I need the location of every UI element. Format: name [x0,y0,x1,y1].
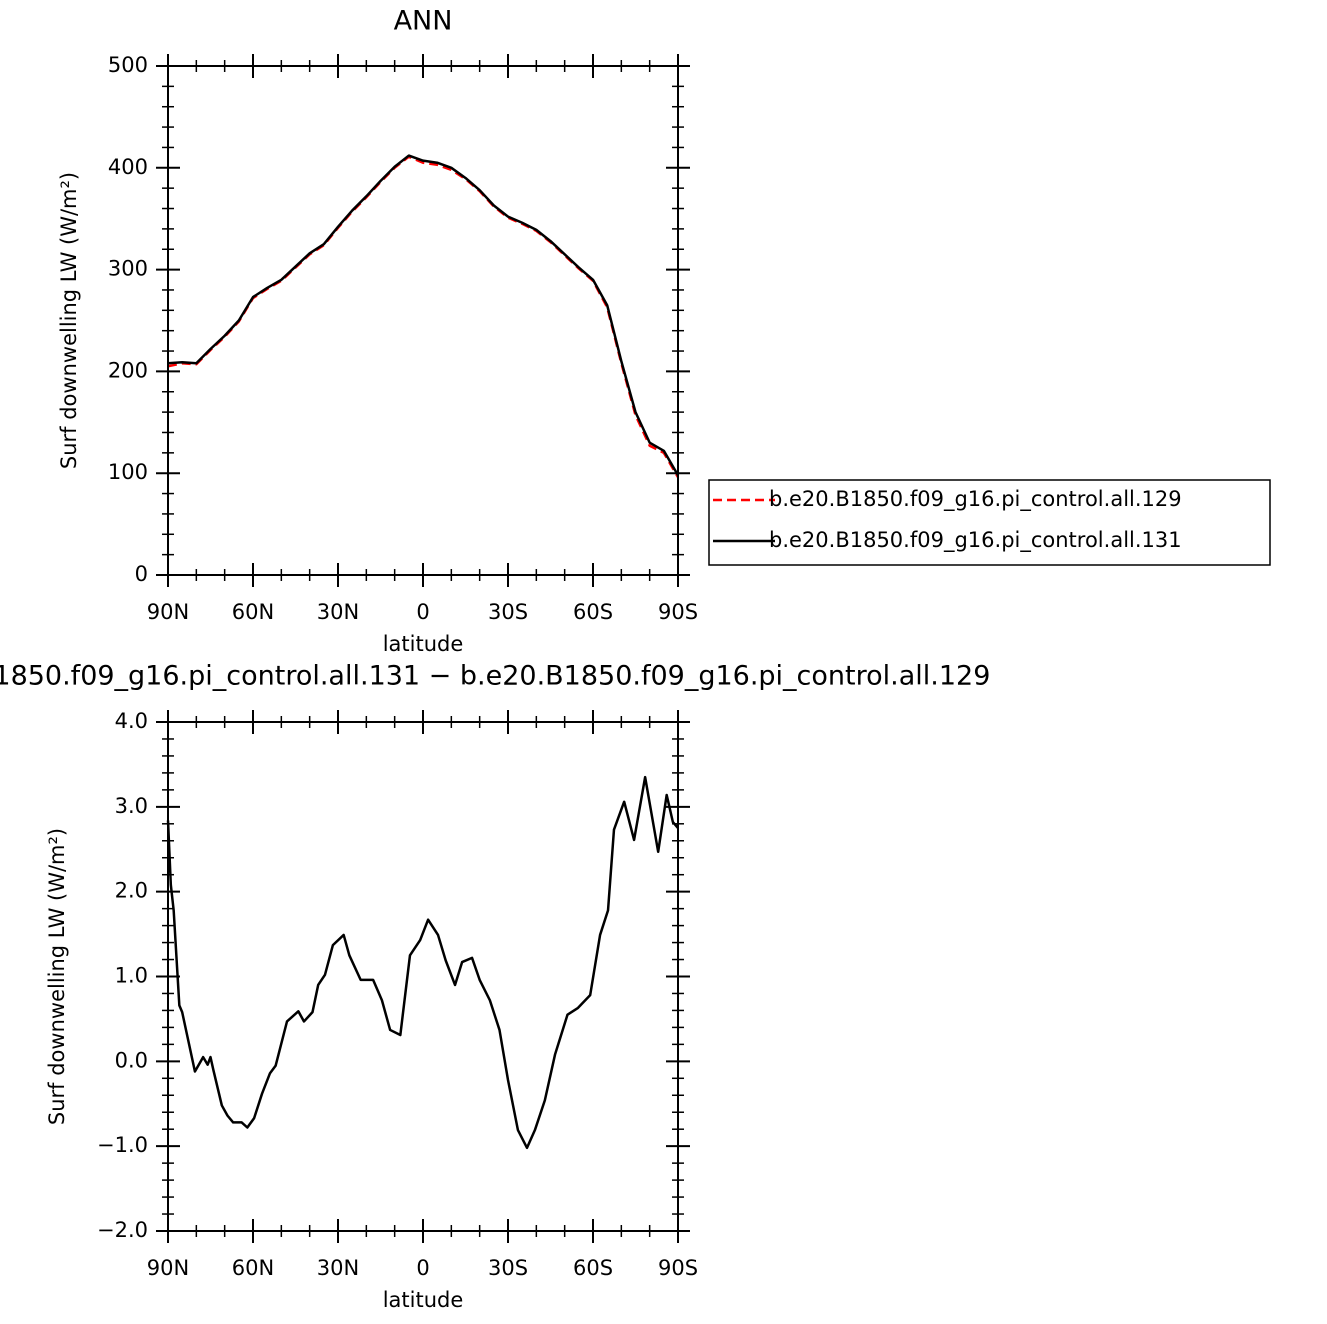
y-axis-label: Surf downwelling LW (W/m²) [57,172,81,469]
x-axis-label: latitude [383,632,464,656]
x-tick-label: 30S [488,600,528,624]
x-tick-label: 90S [658,1256,698,1280]
x-tick-label: 90N [147,1256,189,1280]
x-tick-label: 60N [232,600,274,624]
x-tick-label: 30S [488,1256,528,1280]
x-tick-label: 90S [658,600,698,624]
y-tick-label: 4.0 [115,709,148,733]
y-tick-label: 300 [108,257,148,281]
x-tick-label: 0 [416,1256,429,1280]
y-tick-label: −1.0 [97,1133,148,1157]
x-tick-label: 60S [573,600,613,624]
y-tick-label: 400 [108,155,148,179]
y-tick-label: 2.0 [115,879,148,903]
x-tick-label: 60N [232,1256,274,1280]
legend-label: b.e20.B1850.f09_g16.pi_control.all.131 [769,528,1182,553]
y-tick-label: −2.0 [97,1218,148,1242]
y-tick-label: 500 [108,53,148,77]
y-tick-label: 1.0 [115,964,148,988]
y-axis-label: Surf downwelling LW (W/m²) [45,828,69,1125]
x-tick-label: 90N [147,600,189,624]
plot-frame [167,721,679,1232]
chart-title: b.e20.B1850.f09_g16.pi_control.all.131 −… [0,661,990,692]
x-tick-label: 60S [573,1256,613,1280]
x-tick-label: 30N [317,600,359,624]
y-tick-label: 100 [108,460,148,484]
data-line [166,775,679,1150]
y-tick-label: 200 [108,358,148,382]
data-line [167,154,680,476]
y-tick-label: 3.0 [115,794,148,818]
chart-title: ANN [394,6,453,37]
plot-frame [167,65,679,576]
x-tick-label: 30N [317,1256,359,1280]
data-line [167,155,680,478]
legend-box [708,479,1271,566]
y-tick-label: 0.0 [115,1048,148,1072]
legend-label: b.e20.B1850.f09_g16.pi_control.all.129 [769,487,1182,512]
x-axis-label: latitude [383,1288,464,1312]
y-tick-label: 0 [135,562,148,586]
x-tick-label: 0 [416,600,429,624]
